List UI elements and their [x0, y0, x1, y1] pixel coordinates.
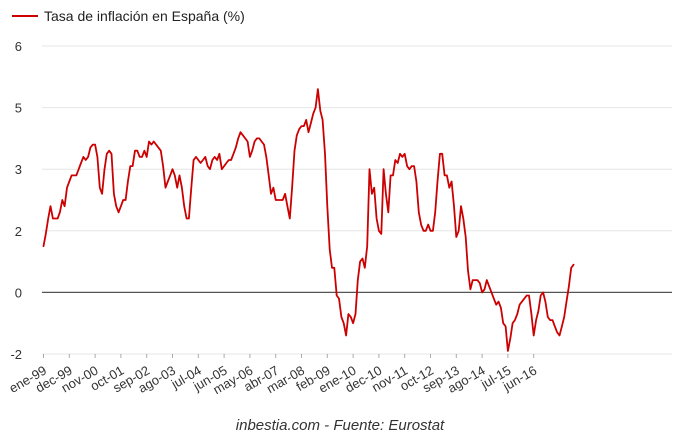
- legend-swatch: [12, 15, 38, 17]
- y-tick-label: 2: [15, 224, 22, 239]
- y-tick-label: 6: [15, 39, 22, 54]
- x-axis-ticks: ene-99dec-99nov-00oct-01sep-02ago-03jul-…: [6, 354, 539, 397]
- gridlines: [42, 45, 672, 355]
- y-tick-label: 5: [15, 101, 22, 116]
- legend-label: Tasa de inflación en España (%): [44, 8, 245, 24]
- series-group: [42, 88, 575, 352]
- y-tick-label: -2: [10, 347, 22, 362]
- legend[interactable]: Tasa de inflación en España (%): [12, 8, 245, 24]
- y-tick-label: 0: [15, 285, 22, 300]
- source-caption: inbestia.com - Fuente: Eurostat: [235, 417, 445, 434]
- y-axis-ticks: -2 0 2 3 5 6: [10, 39, 22, 362]
- series-line-inflacion[interactable]: [42, 88, 575, 352]
- y-tick-label: 3: [15, 162, 22, 177]
